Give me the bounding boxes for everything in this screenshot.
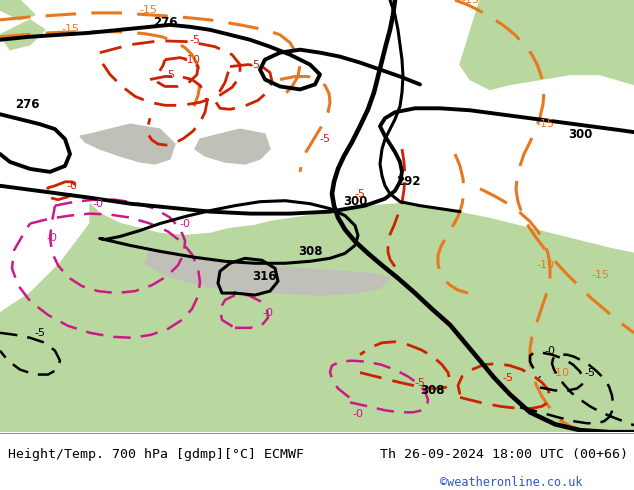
Text: Th 26-09-2024 18:00 UTC (00+66): Th 26-09-2024 18:00 UTC (00+66) — [380, 448, 628, 461]
Polygon shape — [195, 129, 270, 164]
Text: -15: -15 — [591, 270, 609, 280]
Text: -5: -5 — [190, 35, 200, 45]
Text: 308: 308 — [298, 245, 322, 258]
Text: -15: -15 — [139, 5, 157, 15]
Text: 300: 300 — [568, 127, 592, 141]
Text: -0: -0 — [46, 233, 58, 244]
Text: -5: -5 — [503, 372, 514, 383]
Text: -0: -0 — [93, 198, 103, 209]
Text: -5: -5 — [320, 134, 330, 144]
Text: -5: -5 — [585, 368, 595, 378]
Polygon shape — [460, 0, 634, 89]
Text: -10: -10 — [551, 368, 569, 378]
Text: -10: -10 — [536, 260, 554, 270]
Text: -5: -5 — [415, 377, 425, 388]
Text: 292: 292 — [396, 175, 420, 188]
Text: -0: -0 — [262, 308, 273, 318]
Text: -5: -5 — [164, 70, 176, 79]
Polygon shape — [80, 124, 175, 164]
Text: -15: -15 — [536, 119, 554, 129]
Text: -15: -15 — [461, 0, 479, 5]
Text: 276: 276 — [15, 98, 39, 111]
Text: -15: -15 — [61, 24, 79, 34]
Text: -5: -5 — [250, 60, 261, 70]
Text: -0: -0 — [353, 409, 363, 419]
Text: -0: -0 — [545, 346, 555, 356]
Text: 276: 276 — [153, 16, 178, 29]
Text: -5: -5 — [34, 328, 46, 338]
Text: 300: 300 — [343, 195, 367, 208]
Polygon shape — [0, 20, 45, 49]
Text: -0: -0 — [179, 219, 190, 228]
Text: -5: -5 — [354, 189, 365, 199]
Text: Height/Temp. 700 hPa [gdmp][°C] ECMWF: Height/Temp. 700 hPa [gdmp][°C] ECMWF — [8, 448, 304, 461]
Text: ©weatheronline.co.uk: ©weatheronline.co.uk — [440, 476, 583, 489]
Polygon shape — [145, 248, 390, 295]
Polygon shape — [0, 0, 35, 20]
Text: -0: -0 — [67, 181, 77, 191]
Text: 316: 316 — [252, 270, 276, 283]
Text: 308: 308 — [420, 384, 444, 397]
Text: -10: -10 — [184, 54, 200, 65]
Polygon shape — [0, 204, 634, 432]
